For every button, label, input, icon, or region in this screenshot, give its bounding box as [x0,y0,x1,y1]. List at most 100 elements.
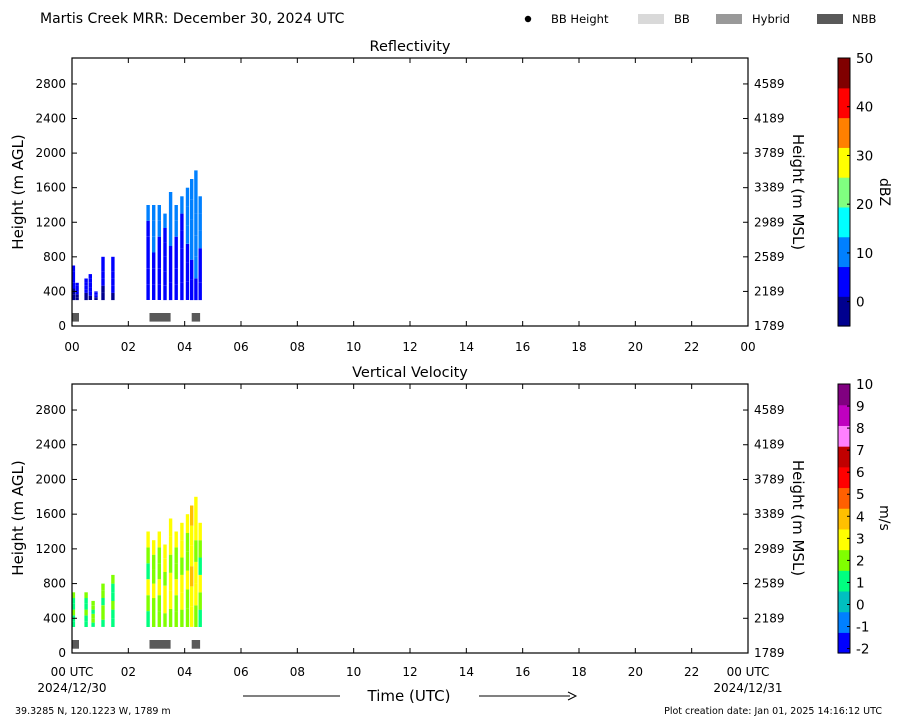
xtick-label-8: 16 [515,665,530,679]
echo-column-0-cell-0 [71,294,76,301]
echo-column-1-cell-5 [75,282,79,286]
echo-column-4-cell-2 [111,600,115,610]
ytick-label-7: 2800 [35,77,66,91]
xtick-label-11: 22 [684,340,699,354]
echo-column-0-cell-2 [71,282,76,289]
echo-column-0-cell-0 [71,621,76,627]
xtick-label-1: 02 [121,665,136,679]
echo-column-1-cell-3 [84,603,88,610]
echo-column-14-cell-5 [194,496,198,519]
colorbar-swatch-6 [838,117,850,148]
colorbar-swatch-7 [838,487,850,509]
ytick-label-3: 1200 [35,215,66,229]
echo-column-14-cell-4 [194,518,198,541]
echo-column-3-cell-4 [101,590,105,598]
ytick-label-1: 400 [43,284,66,298]
echo-column-0-cell-2 [71,609,76,616]
colorbar-tick-label-9: 7 [856,443,865,459]
xtick-label-4: 08 [290,340,305,354]
footer-creation-date: Plot creation date: Jan 01, 2025 14:16:1… [664,706,882,717]
colorbar-tick-label-1: -1 [856,620,869,636]
echo-column-10-cell-0 [163,285,167,301]
echo-column-6-cell-2 [111,278,115,286]
colorbar-tick-label-4: 2 [856,553,865,569]
y2tick-label-0: 1789 [754,319,785,333]
colorbar-swatch-4 [838,177,850,208]
echo-column-11-cell-2 [168,246,173,264]
echo-column-9-cell-5 [168,518,173,537]
colorbar-tick-label-4: 40 [856,100,873,116]
velocity-bright-band-bar [72,640,201,649]
echo-column-1-cell-0 [75,297,79,301]
echo-column-13-cell-2 [190,566,194,587]
echo-column-6-cell-3 [111,271,115,279]
bb-segment-2 [191,313,201,322]
colorbar-tick-label-2: 0 [856,597,865,613]
echo-column-10-cell-5 [163,213,167,228]
colorbar-swatch-5 [838,528,850,551]
ytick-label-4: 1600 [35,507,66,521]
colorbar-tick-label-3: 30 [856,148,873,164]
ytick-label-3: 1200 [35,542,66,556]
echo-column-5-cell-3 [146,563,150,580]
echo-column-13-cell-3 [190,546,194,567]
reflectivity-title: Reflectivity [370,39,451,55]
echo-column-5-cell-3 [101,271,105,279]
velocity-y-axis-right: 1789 2189 2589 2989 3389 3789 4189 4589 [743,403,785,660]
echo-column-6-cell-2 [152,583,156,599]
y2tick-label-6: 4189 [754,112,785,126]
xtick-label-3: 06 [233,340,248,354]
y2tick-label-1: 2189 [754,284,785,298]
echo-column-16-cell-5 [194,170,198,192]
echo-column-9-cell-4 [168,536,173,555]
xtick-label-5: 10 [346,665,361,679]
colorbar-tick-label-5: 50 [856,51,873,67]
xtick-label-12: 00 UTC [727,665,770,679]
echo-column-15-cell-2 [190,239,194,260]
echo-column-0-cell-4 [71,271,76,277]
start-date-label: 2024/12/30 [37,681,106,695]
echo-column-8-cell-5 [163,544,167,559]
colorbar-tick-label-12: 10 [856,377,873,393]
colorbar-swatch-7 [838,87,850,119]
echo-column-11-cell-4 [180,540,184,558]
echo-column-11-cell-0 [168,282,173,301]
velocity-title: Vertical Velocity [352,365,468,381]
legend-label-nbb: NBB [852,12,876,26]
ytick-label-0: 0 [58,646,66,660]
colorbar-swatch-4 [838,549,850,571]
echo-column-8-cell-2 [163,585,167,600]
echo-column-15-cell-5 [190,179,194,200]
echo-column-3-cell-3 [88,282,92,288]
echo-column-14-cell-2 [194,561,198,584]
echo-column-6-cell-5 [111,256,115,264]
echo-column-3-cell-2 [88,287,92,292]
echo-column-6-cell-5 [152,540,156,555]
echo-column-12-cell-3 [174,236,178,253]
echo-column-10-cell-3 [163,242,167,257]
echo-column-9-cell-4 [157,220,161,237]
echo-column-6-cell-1 [152,598,156,613]
echo-column-7-cell-0 [157,611,161,627]
echo-column-6-cell-4 [152,554,156,570]
echo-column-8-cell-1 [152,268,156,285]
echo-column-15-cell-2 [198,574,202,593]
echo-column-11-cell-2 [180,574,184,593]
echo-column-5-cell-1 [146,595,150,612]
echo-column-6-cell-0 [111,292,115,301]
echo-column-3-cell-0 [88,295,92,300]
colorbar-swatch-3 [838,570,850,592]
velocity-colorbar-label: m/s [876,505,892,531]
echo-column-10-cell-4 [163,228,167,243]
echo-column-2-cell-2 [84,289,88,293]
y2tick-label-2: 2589 [754,577,785,591]
echo-column-2-cell-1 [91,618,95,623]
colorbar-tick-label-7: 5 [856,487,865,503]
echo-column-16-cell-3 [194,213,198,236]
echo-column-11-cell-0 [180,609,184,627]
y2tick-label-4: 3389 [754,507,785,521]
echo-column-8-cell-3 [163,572,167,586]
xtick-label-10: 20 [628,340,643,354]
echo-column-1-cell-0 [84,621,88,627]
bb-segment-1 [149,313,171,322]
